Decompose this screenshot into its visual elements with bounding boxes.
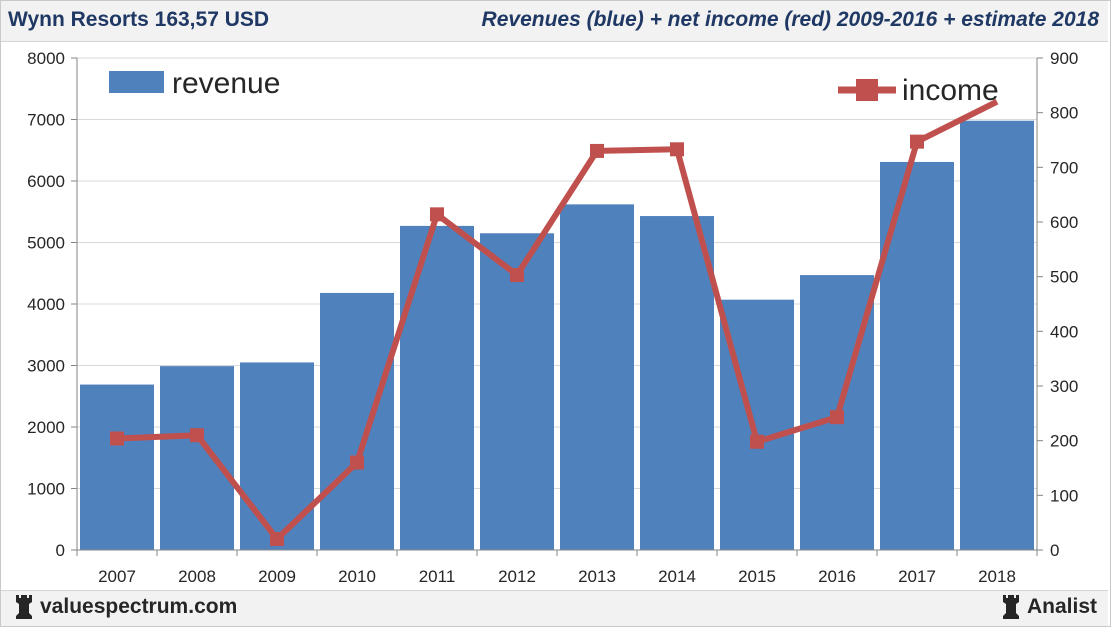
rook-icon (1002, 595, 1019, 619)
legend-income: income (838, 74, 999, 107)
income-point (350, 455, 364, 470)
x-tick-label: 2009 (258, 567, 296, 586)
rook-icon (16, 595, 32, 619)
footer-brand-left-text: valuespectrum.com (40, 595, 238, 618)
income-point (670, 142, 684, 157)
footer-band (1, 590, 1108, 626)
footer-brand-left: valuespectrum.com (14, 595, 237, 619)
legend-revenue: revenue (109, 67, 280, 100)
right-tick-label: 400 (1050, 322, 1078, 341)
left-tick-label: 2000 (27, 418, 65, 437)
right-axis-ticks: 0 100 200 300 400 500 600 700 800 900 (1050, 49, 1078, 560)
income-line-path (116, 99, 999, 543)
footer-brand-right: Analist (1001, 595, 1097, 619)
income-point (590, 143, 604, 158)
x-tick-label: 2014 (658, 567, 696, 586)
revenue-bar (400, 225, 474, 550)
left-tick-label: 5000 (27, 234, 65, 253)
income-point (750, 434, 764, 449)
right-tick-label: 700 (1050, 158, 1078, 177)
left-tick-label: 6000 (27, 172, 65, 191)
x-tick-label: 2012 (498, 567, 536, 586)
right-tick-label: 900 (1050, 49, 1078, 68)
stock-title: Wynn Resorts 163,57 USD (8, 8, 270, 31)
left-tick-label: 7000 (27, 111, 65, 130)
x-tick-label: 2008 (178, 567, 216, 586)
income-point (830, 410, 844, 425)
income-point (510, 268, 524, 283)
income-line (110, 99, 999, 547)
right-tick-label: 500 (1050, 268, 1078, 287)
x-tick-label: 2007 (98, 567, 136, 586)
income-point (110, 431, 124, 446)
revenue-bar (240, 362, 314, 550)
legend-income-marker (856, 79, 878, 101)
legend-revenue-swatch (109, 71, 164, 93)
x-tick-label: 2017 (898, 567, 936, 586)
right-tick-label: 300 (1050, 377, 1078, 396)
revenue-bar (160, 366, 234, 550)
right-tick-label: 600 (1050, 213, 1078, 232)
revenue-bar (560, 204, 634, 550)
revenue-bar (320, 292, 394, 550)
right-tick-label: 200 (1050, 432, 1078, 451)
income-point (430, 207, 444, 222)
right-tick-label: 0 (1050, 541, 1059, 560)
axes (71, 57, 1043, 556)
revenue-bar (480, 233, 554, 550)
income-point (190, 428, 204, 443)
left-tick-label: 4000 (27, 295, 65, 314)
left-tick-label: 8000 (27, 49, 65, 68)
right-tick-label: 800 (1050, 104, 1078, 123)
revenue-bar (640, 216, 714, 550)
legend-revenue-label: revenue (172, 67, 280, 100)
x-tick-label: 2010 (338, 567, 376, 586)
legend-income-label: income (902, 74, 999, 107)
left-axis-ticks: 0 1000 2000 3000 4000 5000 6000 7000 8000 (27, 49, 65, 560)
revenue-bars (80, 120, 1034, 550)
chart-title: Revenues (blue) + net income (red) 2009-… (481, 8, 1099, 31)
left-tick-label: 0 (56, 541, 65, 560)
header-band (1, 1, 1108, 42)
right-tick-label: 100 (1050, 486, 1078, 505)
revenue-bar (960, 120, 1034, 550)
left-tick-label: 3000 (27, 357, 65, 376)
x-tick-label: 2015 (738, 567, 776, 586)
x-tick-label: 2011 (419, 567, 456, 586)
x-tick-label: 2013 (578, 567, 616, 586)
x-tick-label: 2018 (978, 567, 1016, 586)
x-tick-label: 2016 (818, 567, 856, 586)
revenue-bar (80, 384, 154, 550)
left-tick-label: 1000 (27, 480, 65, 499)
x-axis-ticks: 2007 2008 2009 2010 2011 2012 2013 2014 2015 2016… (98, 567, 1016, 586)
footer-brand-right-text: Analist (1026, 595, 1097, 618)
income-point (910, 134, 924, 149)
income-point (270, 532, 284, 547)
